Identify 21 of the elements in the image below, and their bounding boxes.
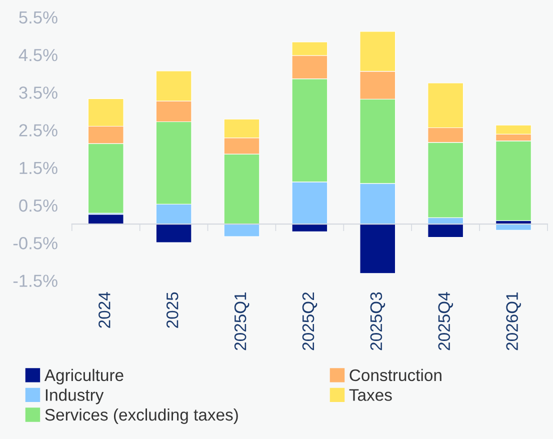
x-tick-label: 2025 [166,292,178,328]
y-tick-label: 4.5% [18,48,58,62]
x-tick-label: 2025Q2 [302,292,318,350]
y-tick-label: 5.5% [19,11,58,24]
y-tick-label: 0.5% [19,199,58,212]
x-tick-label: 2024 [98,292,110,328]
x-tick-label: 2025Q1 [234,292,250,350]
legend-label: Agriculture [44,368,124,384]
legend-label: Taxes [349,389,392,401]
y-tick-label: 1.5% [20,162,58,174]
y-tick-label: 2.5% [19,124,58,136]
y-tick-label: -0.5% [13,237,58,250]
bar [496,224,532,230]
x-tick-label: 2025Q4 [438,292,454,350]
x-tick-label: 2026Q1 [506,292,521,350]
legend-label: Construction [350,368,442,382]
legend-label: Industry [46,388,104,404]
legend-label: Services (excluding taxes) [45,408,238,424]
x-tick-label: 2025Q3 [370,292,386,350]
y-tick-label: -1.5% [13,274,58,287]
y-tick-label: 3.5% [19,86,58,99]
